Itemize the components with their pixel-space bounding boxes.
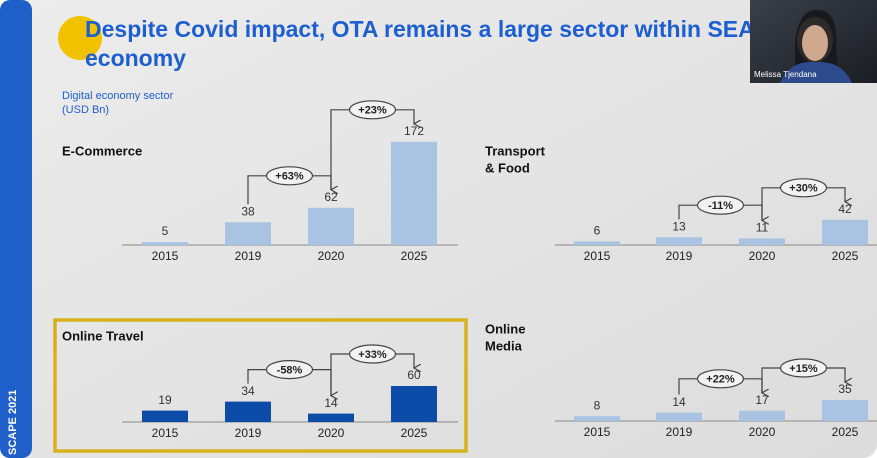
bar [739, 410, 785, 421]
bar [308, 207, 354, 245]
bar [225, 401, 271, 422]
value-label: 13 [672, 219, 686, 233]
growth-oval [348, 344, 397, 364]
connector [678, 378, 698, 395]
connector [678, 204, 698, 220]
chart-title: Online Travel [62, 328, 144, 343]
bar [142, 410, 188, 422]
value-label: 17 [755, 393, 769, 407]
growth-label: +63% [275, 171, 304, 183]
x-tick-label: 2025 [401, 249, 428, 263]
connector [330, 109, 350, 190]
value-label: 42 [838, 202, 852, 216]
sidebar [0, 0, 32, 458]
x-tick-label: 2025 [401, 426, 428, 440]
connector [761, 187, 781, 221]
growth-oval [696, 195, 745, 215]
growth-oval [265, 360, 314, 380]
webcam-face [802, 25, 828, 61]
bar [656, 237, 702, 245]
chart-title: Online [485, 321, 525, 336]
chart-title: Transport [485, 143, 546, 158]
connector [761, 367, 781, 393]
growth-label: -58% [277, 365, 303, 377]
bar [142, 242, 188, 245]
growth-label: +15% [789, 363, 818, 375]
decor-circle [58, 16, 102, 60]
x-tick-label: 2015 [152, 426, 179, 440]
bar [308, 413, 354, 422]
x-tick-label: 2019 [666, 425, 693, 439]
growth-label: +33% [358, 349, 387, 361]
chart-title: E-Commerce [62, 143, 142, 158]
value-label: 38 [241, 204, 255, 218]
value-label: 62 [324, 190, 338, 204]
webcam-name: Melissa Tjendana [754, 70, 817, 79]
growth-label: +22% [706, 374, 735, 386]
bar [225, 222, 271, 245]
bar [391, 141, 437, 245]
value-label: 19 [158, 393, 172, 407]
growth-label: +23% [358, 105, 387, 117]
value-label: 35 [838, 382, 852, 396]
x-tick-label: 2019 [235, 249, 262, 263]
growth-label: +30% [789, 183, 818, 195]
bar [391, 386, 437, 422]
connector [826, 187, 846, 202]
value-label: 11 [756, 221, 769, 235]
chart-title: & Food [485, 160, 530, 175]
bar [656, 412, 702, 421]
value-label: 5 [162, 224, 169, 238]
webcam: Melissa Tjendana [750, 0, 877, 83]
growth-oval [779, 358, 828, 378]
x-tick-label: 2019 [666, 249, 693, 263]
value-label: 14 [324, 396, 338, 410]
x-tick-label: 2015 [584, 249, 611, 263]
value-label: 14 [672, 395, 686, 409]
x-tick-label: 2020 [749, 425, 776, 439]
bar [822, 219, 868, 245]
growth-oval [265, 166, 314, 186]
x-tick-label: 2025 [832, 425, 859, 439]
value-label: 172 [404, 124, 424, 138]
slide-title: economy [85, 45, 186, 71]
connector [247, 175, 267, 205]
bar [574, 416, 620, 421]
connector [826, 367, 846, 382]
x-tick-label: 2015 [152, 249, 179, 263]
subtitle: (USD Bn) [62, 104, 109, 116]
x-tick-label: 2020 [318, 249, 345, 263]
x-tick-label: 2015 [584, 425, 611, 439]
x-tick-label: 2025 [832, 249, 859, 263]
growth-oval [779, 178, 828, 198]
value-label: 34 [241, 384, 255, 398]
connector [395, 353, 415, 368]
webcam-body [780, 61, 852, 83]
x-tick-label: 2020 [749, 249, 776, 263]
bar [822, 400, 868, 421]
connector [247, 369, 267, 384]
bar [739, 238, 785, 245]
connector [395, 109, 415, 124]
subtitle: Digital economy sector [62, 90, 174, 102]
sidebar-text: SCAPE 2021 [7, 390, 19, 455]
charts: E-Commerce 5 2015 38 2019 62 2020 172 2025 +63% +2… [53, 100, 877, 453]
x-tick-label: 2019 [235, 426, 262, 440]
value-label: 6 [594, 224, 601, 238]
growth-oval [348, 100, 397, 120]
value-label: 60 [407, 368, 421, 382]
value-label: 8 [594, 398, 601, 412]
chart-title: Media [485, 338, 523, 353]
connector [330, 353, 350, 396]
x-tick-label: 2020 [318, 426, 345, 440]
slide-title: Despite Covid impact, OTA remains a larg… [85, 16, 755, 42]
bar [574, 241, 620, 245]
growth-oval [696, 369, 745, 389]
growth-label: -11% [708, 200, 733, 212]
highlight-box [53, 318, 468, 453]
